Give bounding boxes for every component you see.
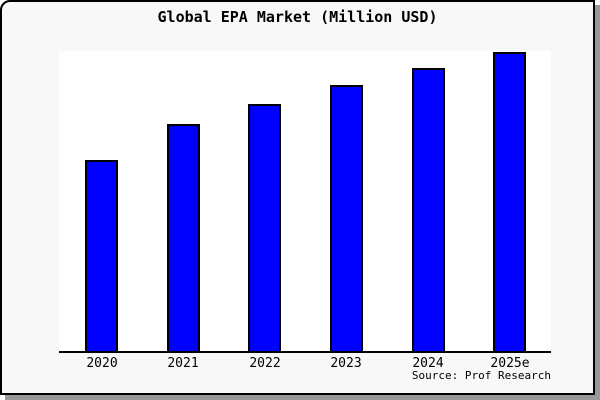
x-tick-label-2022: 2022 <box>249 356 281 371</box>
bar-2023 <box>330 85 363 351</box>
chart-card: Global EPA Market (Million USD) 2020 2021… <box>0 0 595 395</box>
bar-2021 <box>167 124 200 351</box>
plot-area <box>59 51 551 353</box>
x-tick-label-2023: 2023 <box>330 356 362 371</box>
x-tick-label-2024: 2024 <box>412 356 444 371</box>
bar-2022 <box>248 104 281 351</box>
x-tick-label-2025e: 2025e <box>490 356 530 371</box>
bar-2025e <box>493 52 526 351</box>
bar-2024 <box>412 68 445 351</box>
bar-2020 <box>85 160 118 351</box>
x-tick-label-2021: 2021 <box>167 356 199 371</box>
source-note: Source: Prof Research <box>411 369 551 382</box>
chart-title: Global EPA Market (Million USD) <box>157 8 438 26</box>
x-tick-label-2020: 2020 <box>86 356 118 371</box>
